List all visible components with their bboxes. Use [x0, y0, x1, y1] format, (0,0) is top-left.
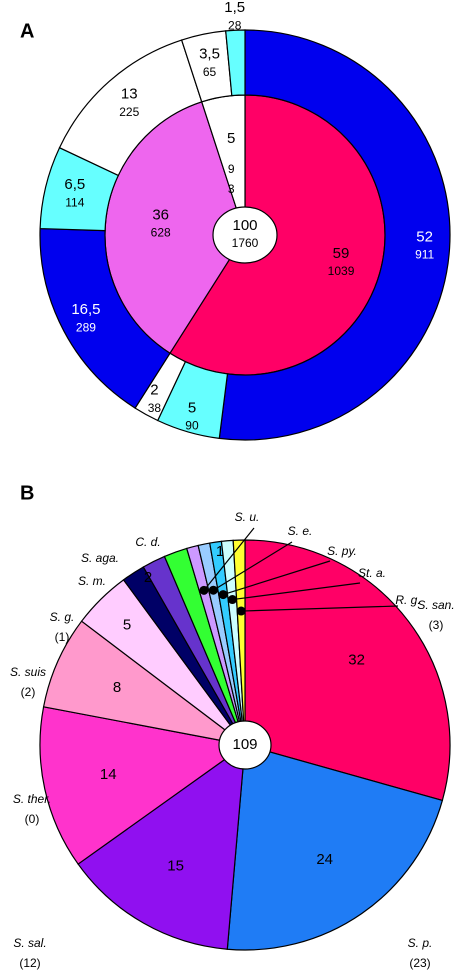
count-label: 911	[415, 247, 434, 261]
count-label: (3)	[429, 618, 444, 632]
category-label: C. d.	[135, 535, 160, 549]
value-label: 32	[348, 651, 365, 668]
ring-slice	[225, 29, 246, 97]
center-value: 109	[232, 736, 257, 753]
callout-line	[213, 541, 293, 591]
panel-label: B	[20, 482, 34, 504]
count-label: (1)	[55, 630, 70, 644]
count-label: 1039	[328, 264, 355, 278]
count-label: (2)	[21, 685, 36, 699]
value-label: 13	[121, 86, 138, 103]
category-label: S. p.	[408, 936, 433, 950]
count-label: 289	[76, 320, 96, 334]
count-label: (12)	[19, 956, 40, 970]
count-label: (0)	[25, 812, 40, 826]
category-label: R. g.	[395, 593, 420, 607]
value-label: 59	[333, 245, 350, 262]
ring-slice	[218, 29, 451, 441]
category-label: S. ther.	[13, 792, 51, 806]
count-label: 90	[185, 419, 199, 433]
category-label: S. aga.	[81, 551, 119, 565]
value-label: 5	[123, 616, 131, 633]
center-value: 100	[232, 217, 257, 234]
value-label: 52	[416, 228, 433, 245]
callout-line	[203, 527, 255, 591]
callout-dot	[208, 585, 218, 595]
category-label: S. g.	[50, 610, 75, 624]
group-value-label: 1	[216, 543, 224, 560]
value-label: 15	[167, 858, 184, 875]
value-label: 1,5	[224, 0, 245, 16]
group-value-label: 2	[144, 569, 152, 586]
count-label: 114	[65, 195, 84, 209]
center-circle	[218, 720, 272, 770]
value-label: 24	[316, 851, 333, 868]
count-label: 628	[151, 226, 171, 240]
value-label: 3,5	[199, 46, 220, 63]
count-label: (23)	[409, 956, 430, 970]
category-label: S. sal.	[13, 936, 46, 950]
panel-label: A	[20, 20, 34, 42]
category-label: S. m.	[78, 574, 106, 588]
value-label: 5	[227, 130, 235, 147]
category-label: S. suis	[10, 665, 46, 679]
value-label: 5	[188, 399, 196, 416]
value-label: 16,5	[71, 301, 100, 318]
count-label: 65	[203, 65, 217, 79]
count-label: 38	[148, 401, 162, 415]
value-label: 2	[150, 382, 158, 399]
pie-slice	[39, 706, 247, 865]
callout-dot	[227, 595, 237, 605]
category-label: S. san.	[417, 598, 454, 612]
value-label: 8	[113, 679, 121, 696]
center-circle	[212, 206, 278, 264]
pie-slice	[244, 539, 451, 802]
callout-dot	[236, 606, 246, 616]
callout-dot	[199, 585, 209, 595]
category-label: S. u.	[235, 510, 260, 524]
pie-slice	[226, 744, 444, 951]
callout-line	[222, 560, 331, 596]
callout-line	[241, 605, 399, 612]
category-label: St. a.	[358, 566, 386, 580]
callout-dot	[218, 590, 228, 600]
value-label: 36	[152, 206, 169, 223]
value-label: 6,5	[64, 176, 85, 193]
count-label: 225	[119, 105, 139, 119]
category-label: S. e.	[288, 524, 313, 538]
center-count: 1760	[232, 236, 259, 250]
value-label: 14	[100, 766, 117, 783]
callout-line	[232, 582, 361, 601]
count-label: 28	[228, 18, 242, 32]
category-label: S. py.	[327, 544, 357, 558]
pie-slice	[77, 743, 246, 950]
